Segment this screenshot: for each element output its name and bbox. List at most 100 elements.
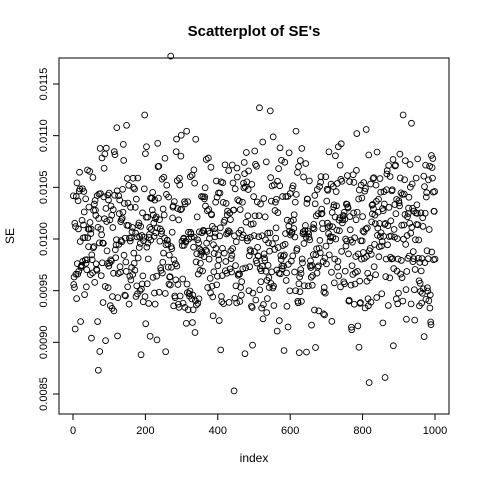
data-point (425, 176, 432, 184)
data-point (265, 284, 273, 291)
data-point (126, 237, 134, 245)
data-point (265, 274, 273, 281)
data-point (283, 216, 291, 224)
data-point (232, 282, 240, 290)
data-point (188, 295, 196, 303)
data-point (427, 321, 435, 329)
data-point (100, 193, 108, 201)
data-point (114, 332, 121, 340)
y-tick-label: 0.0085 (38, 377, 50, 411)
x-axis: 0 200 400 600 800 1000 (70, 414, 447, 437)
data-point (96, 239, 103, 247)
data-point (255, 212, 263, 220)
data-point (165, 280, 173, 288)
data-point (387, 232, 395, 240)
data-point (341, 216, 349, 223)
data-point (130, 249, 138, 257)
data-point (305, 230, 313, 238)
data-point (224, 227, 232, 235)
data-point (98, 154, 106, 162)
data-point (151, 196, 159, 204)
data-point (201, 184, 209, 192)
data-point (298, 255, 306, 263)
data-point (184, 306, 192, 314)
data-point (180, 241, 188, 249)
data-point (92, 260, 100, 268)
data-point (313, 245, 320, 253)
data-point (85, 203, 93, 211)
data-point (226, 265, 234, 273)
data-point (90, 243, 98, 250)
data-point (287, 231, 294, 239)
data-point (369, 175, 377, 182)
data-point (324, 223, 332, 231)
data-point (306, 236, 314, 244)
data-point (392, 295, 400, 303)
data-point (353, 167, 360, 174)
data-point (338, 248, 345, 255)
data-point (150, 233, 158, 240)
data-point (431, 255, 439, 263)
data-point (203, 239, 210, 247)
data-point (135, 219, 143, 227)
data-point (358, 194, 366, 202)
data-point (144, 255, 152, 263)
data-point (201, 193, 209, 201)
data-point (269, 133, 277, 141)
data-point (354, 268, 361, 275)
data-point (378, 290, 386, 298)
data-point (345, 250, 352, 258)
data-point (83, 283, 90, 291)
data-point (241, 350, 249, 358)
data-point (159, 269, 166, 277)
data-point (323, 185, 331, 193)
data-point (189, 291, 197, 299)
data-point (106, 259, 113, 267)
data-point (183, 127, 191, 135)
data-point (348, 262, 356, 270)
data-point (392, 161, 399, 169)
data-point (321, 311, 328, 319)
data-point (285, 149, 293, 157)
data-point (82, 195, 90, 203)
data-point (188, 233, 195, 241)
data-point (351, 234, 358, 242)
data-point (146, 332, 154, 340)
data-point (372, 181, 380, 189)
data-point (119, 185, 126, 193)
data-point (394, 300, 402, 308)
data-point (310, 251, 317, 258)
data-point (194, 270, 202, 278)
data-point (252, 296, 260, 304)
x-tick-label: 0 (70, 425, 76, 437)
data-point (320, 310, 327, 318)
data-point (401, 157, 409, 165)
data-point (162, 348, 170, 356)
data-point (406, 161, 414, 168)
data-point (251, 147, 259, 155)
x-tick-label: 400 (209, 425, 227, 437)
data-point (123, 175, 131, 182)
data-point (121, 200, 128, 207)
data-point (169, 214, 176, 222)
data-point (266, 229, 274, 237)
data-point (114, 294, 122, 301)
data-point (386, 173, 394, 180)
data-point (218, 298, 226, 306)
data-point (75, 225, 82, 233)
data-point (418, 299, 425, 307)
data-point (331, 279, 338, 287)
data-point (228, 268, 235, 276)
data-point (182, 320, 190, 327)
data-point (309, 224, 317, 232)
data-point (375, 253, 383, 261)
data-point (276, 144, 284, 152)
data-point (275, 165, 282, 172)
data-point (173, 262, 181, 270)
data-point (254, 252, 262, 260)
data-point (177, 131, 185, 139)
y-tick-label: 0.0100 (38, 222, 50, 256)
data-point (395, 199, 403, 207)
data-point (151, 289, 158, 297)
data-point (417, 267, 425, 275)
